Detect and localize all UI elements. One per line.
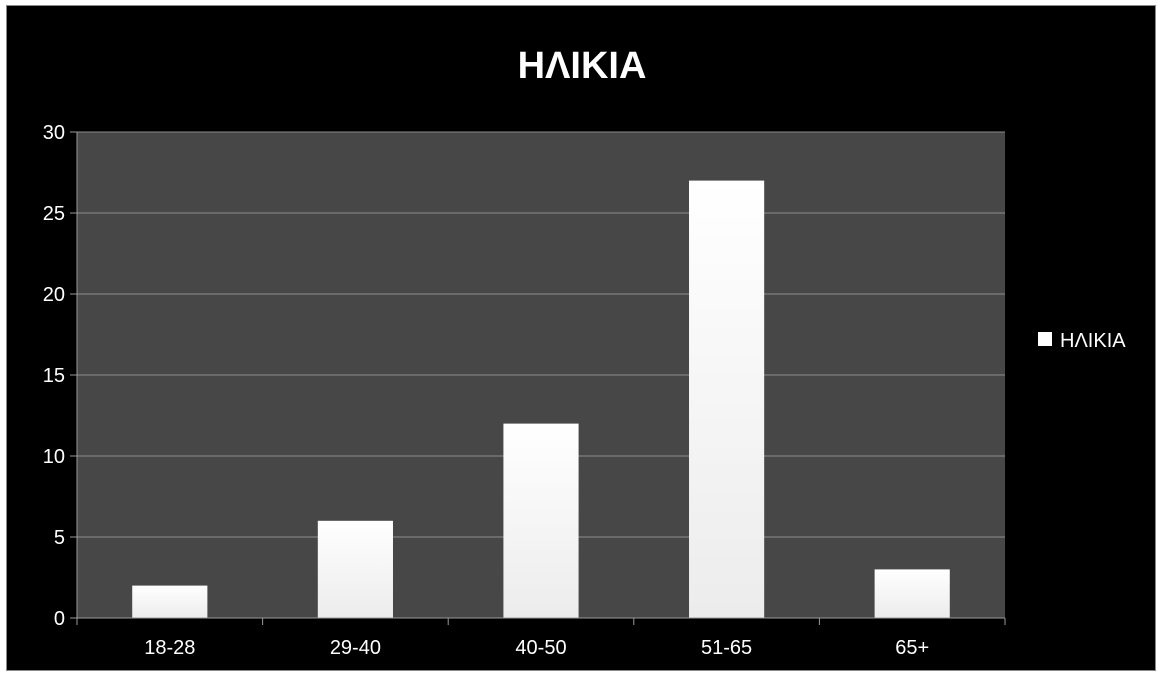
bar-40-50 [503,423,579,618]
bar-18-28 [132,585,208,618]
y-tick-label: 10 [43,446,65,468]
legend-swatch [1038,332,1052,346]
x-tick-label: 65+ [895,637,929,659]
bar-51-65 [689,180,765,618]
y-tick-label: 20 [43,284,65,306]
y-tick-label: 0 [54,608,65,630]
x-tick-label: 29-40 [330,637,381,659]
legend: ΗΛΙΚΙΑ [1038,330,1126,352]
x-tick-label: 18-28 [144,637,195,659]
y-tick-labels: 0 5 10 15 20 25 30 [43,122,65,630]
y-tick-label: 25 [43,203,65,225]
bars [132,180,950,618]
y-tick-label: 5 [54,527,65,549]
bar-65+ [874,569,950,618]
legend-label: ΗΛΙΚΙΑ [1060,330,1126,352]
y-tick-label: 30 [43,122,65,144]
x-tick-label: 51-65 [701,637,752,659]
bar-29-40 [317,520,393,618]
x-tick-label: 40-50 [515,637,566,659]
y-tick-label: 15 [43,365,65,387]
axes [70,131,1006,625]
chart-title: ΗΛΙΚΙΑ [518,45,647,87]
x-tick-labels: 18-28 29-40 40-50 51-65 65+ [144,637,929,659]
